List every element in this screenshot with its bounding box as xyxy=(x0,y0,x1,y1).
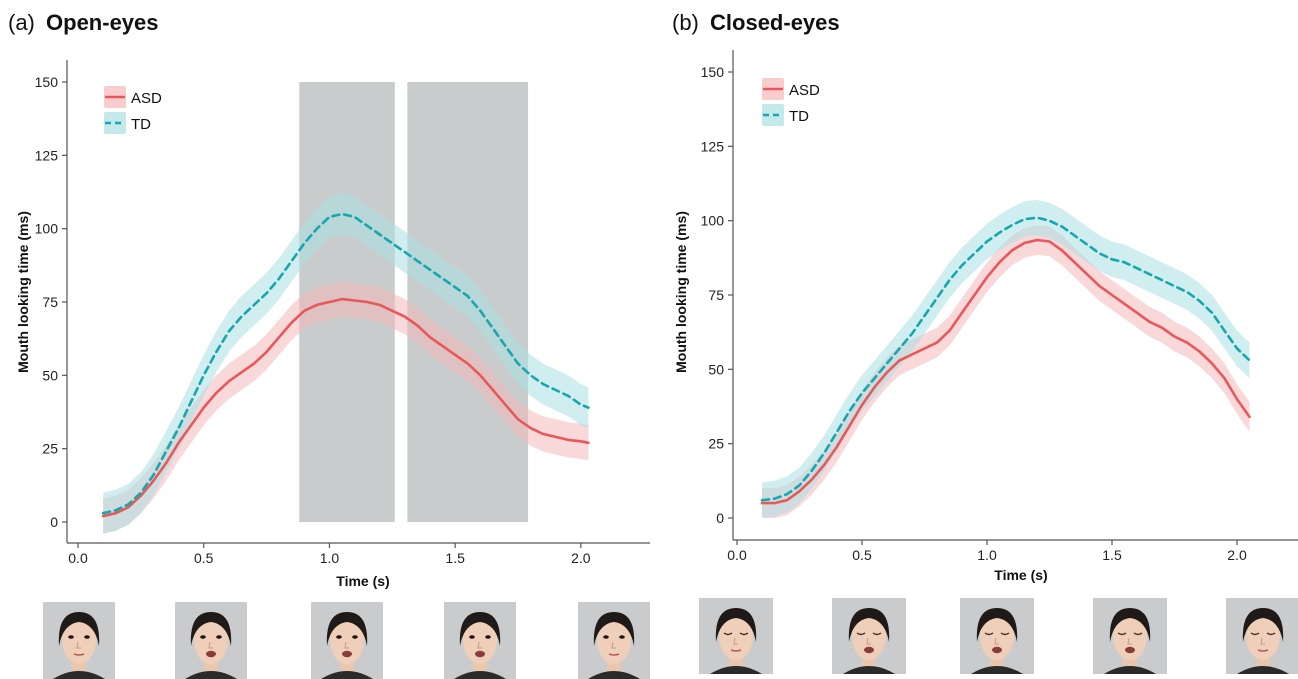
y-tick-label: 150 xyxy=(701,64,725,80)
confidence-bands xyxy=(762,199,1250,518)
band-asd xyxy=(103,281,589,534)
x-tick-label: 2.0 xyxy=(571,550,591,566)
panel-closed-eyes: (b) Closed-eyes 0.0 0.5 1.0 1.5 2.0 0 25 50 75 10… xyxy=(672,10,1298,674)
panel-a-name: Open-eyes xyxy=(46,10,159,35)
y-tick-label: 25 xyxy=(42,441,58,457)
x-tick-label: 0.5 xyxy=(852,547,872,563)
confidence-bands xyxy=(103,193,589,534)
face-stimuli-open-eyes xyxy=(43,602,650,679)
series-lines xyxy=(760,216,1251,505)
panel-b-title: (b) Closed-eyes xyxy=(672,10,840,35)
legend-asd-label: ASD xyxy=(789,82,820,99)
y-tick-label: 25 xyxy=(708,436,724,452)
legend: ASD TD xyxy=(104,86,162,134)
panel-b-letter: (b) xyxy=(672,10,699,35)
series-line-td xyxy=(101,212,590,515)
face-eyes-open-talking-icon xyxy=(444,602,516,679)
y-tick-label: 125 xyxy=(35,147,59,163)
face-eyes-closed-neutral-icon xyxy=(1226,598,1298,674)
y-tick-label: 100 xyxy=(701,213,725,229)
y-tick-label: 75 xyxy=(42,294,58,310)
series-line-asd xyxy=(101,297,590,518)
x-tick-label: 0.0 xyxy=(68,550,88,566)
face-eyes-open-neutral-icon xyxy=(578,602,650,679)
y-tick-label: 75 xyxy=(708,287,724,303)
band-td xyxy=(103,193,589,534)
x-tick-label: 2.0 xyxy=(1227,547,1247,563)
x-tick-label: 1.5 xyxy=(1102,547,1122,563)
x-tick-label: 1.0 xyxy=(320,550,340,566)
face-eyes-closed-talking-icon xyxy=(960,598,1034,674)
legend-asd-label: ASD xyxy=(131,90,162,107)
y-tick-label: 125 xyxy=(701,138,725,154)
x-tick-label: 0.0 xyxy=(727,547,747,563)
legend: ASD TD xyxy=(762,78,820,126)
face-eyes-open-talking-icon xyxy=(311,602,383,679)
y-tick-label: 0 xyxy=(50,514,58,530)
face-eyes-open-neutral-icon xyxy=(43,602,115,679)
y-axis-label: Mouth looking time (ms) xyxy=(673,211,689,373)
panel-open-eyes: (a) Open-eyes 0.0 0.5 1.0 1.5 2.0 0 25 50 75 100 1… xyxy=(8,10,650,679)
legend-td-label: TD xyxy=(131,116,151,133)
x-axis-label: Time (s) xyxy=(994,567,1047,583)
x-tick-label: 0.5 xyxy=(194,550,214,566)
y-tick-label: 50 xyxy=(42,367,58,383)
axes: 0.0 0.5 1.0 1.5 2.0 0 25 50 75 100 125 150 xyxy=(35,60,650,566)
face-eyes-open-talking-icon xyxy=(175,602,247,679)
axes: 0.0 0.5 1.0 1.5 2.0 0 25 50 75 100 125 150 xyxy=(701,50,1298,563)
y-tick-label: 100 xyxy=(35,221,59,237)
y-tick-label: 50 xyxy=(708,361,724,377)
x-tick-label: 1.0 xyxy=(977,547,997,563)
series-lines xyxy=(101,212,590,518)
x-tick-label: 1.5 xyxy=(445,550,465,566)
panel-b-name: Closed-eyes xyxy=(710,10,840,35)
x-axis-label: Time (s) xyxy=(336,573,389,589)
band-asd xyxy=(762,225,1250,518)
y-axis-label: Mouth looking time (ms) xyxy=(15,211,31,373)
face-eyes-closed-neutral-icon xyxy=(699,598,773,674)
face-stimuli-closed-eyes xyxy=(699,598,1298,674)
face-eyes-closed-talking-icon xyxy=(832,598,906,674)
panel-a-title: (a) Open-eyes xyxy=(8,10,159,35)
y-tick-label: 0 xyxy=(716,510,724,526)
series-line-td xyxy=(760,216,1251,502)
band-td xyxy=(762,199,1250,518)
series-line-asd xyxy=(760,238,1251,505)
panel-a-letter: (a) xyxy=(8,10,35,35)
legend-td-label: TD xyxy=(789,108,809,125)
y-tick-label: 150 xyxy=(35,74,59,90)
face-eyes-closed-talking-icon xyxy=(1093,598,1167,674)
